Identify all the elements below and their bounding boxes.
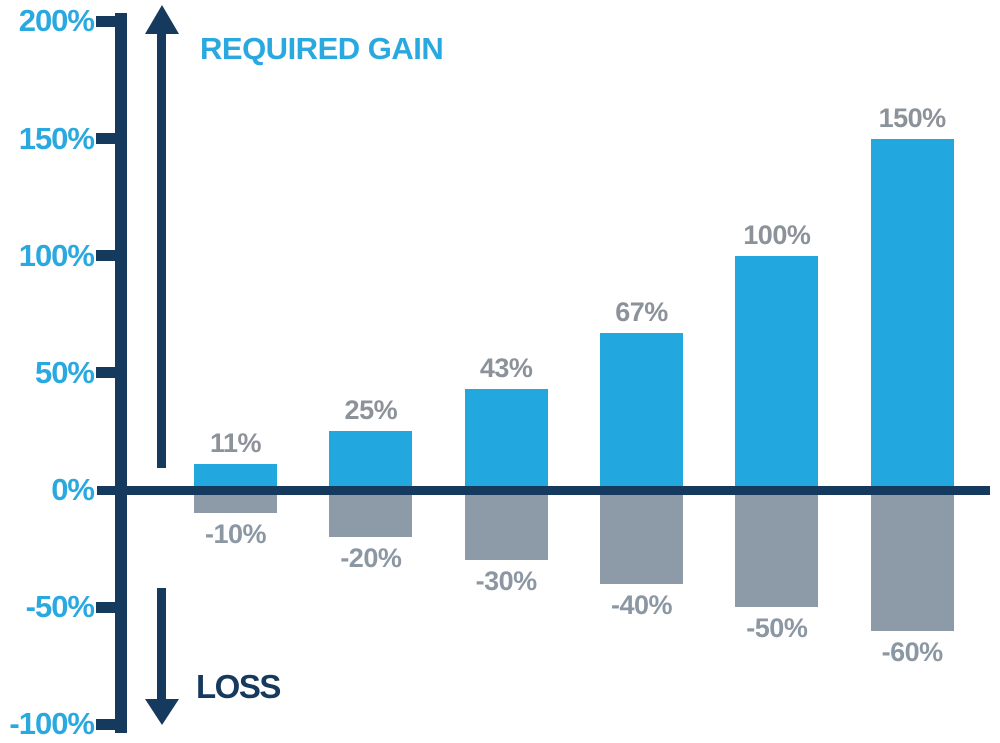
y-axis-label-200%: 200%: [18, 3, 95, 39]
loss-value-label: -40%: [610, 589, 673, 620]
gain-bar-150%: [870, 138, 954, 490]
loss-bar--10%: [194, 490, 277, 514]
loss-value-label: -20%: [340, 542, 402, 573]
gain-arrow-shaft: [157, 32, 166, 468]
y-axis-label-0%: 0%: [51, 472, 95, 507]
loss-bar--40%: [599, 490, 683, 584]
gain-bar-67%: [599, 333, 683, 490]
gain-bar-25%: [329, 431, 413, 490]
y-axis-tick-150%: [96, 133, 127, 145]
loss-bar--60%: [870, 490, 954, 631]
gain-value-label: 25%: [344, 395, 398, 426]
y-axis-tick--50%: [96, 601, 127, 613]
zero-baseline: [97, 486, 990, 495]
gain-value-label: 43%: [479, 353, 533, 384]
y-axis-tick-50%: [96, 367, 127, 379]
y-axis-label-50%: 50%: [34, 354, 95, 390]
loss-value-label: -50%: [746, 613, 808, 644]
loss-value-label: -10%: [204, 519, 267, 550]
y-axis-label--100%: -100%: [9, 706, 95, 742]
gain-axis-label: REQUIRED GAIN: [200, 31, 444, 66]
loss-bar--20%: [329, 490, 413, 537]
loss-arrow-shaft: [157, 588, 166, 700]
gain-bar-43%: [464, 389, 548, 490]
y-axis-tick--100%: [96, 718, 127, 730]
y-axis-tick-100%: [96, 250, 127, 262]
gain-value-label: 150%: [878, 102, 947, 133]
loss-axis-label: LOSS: [196, 668, 281, 705]
loss-arrow-down-icon: [145, 699, 179, 725]
y-axis-label--50%: -50%: [25, 589, 95, 625]
gain-value-label: 11%: [209, 428, 262, 459]
y-axis-label-150%: 150%: [18, 120, 95, 156]
y-axis-label-100%: 100%: [18, 237, 95, 273]
loss-bar--30%: [464, 490, 548, 561]
gain-value-label: 67%: [615, 297, 668, 328]
gain-bar-11%: [194, 464, 277, 490]
gain-value-label: 100%: [743, 219, 811, 250]
loss-bar--50%: [735, 490, 819, 608]
gain-bar-100%: [735, 255, 819, 490]
gain-arrow-up-icon: [145, 5, 179, 34]
loss-value-label: -60%: [881, 636, 944, 667]
loss-value-label: -30%: [475, 566, 538, 597]
y-axis-tick-200%: [96, 15, 127, 27]
